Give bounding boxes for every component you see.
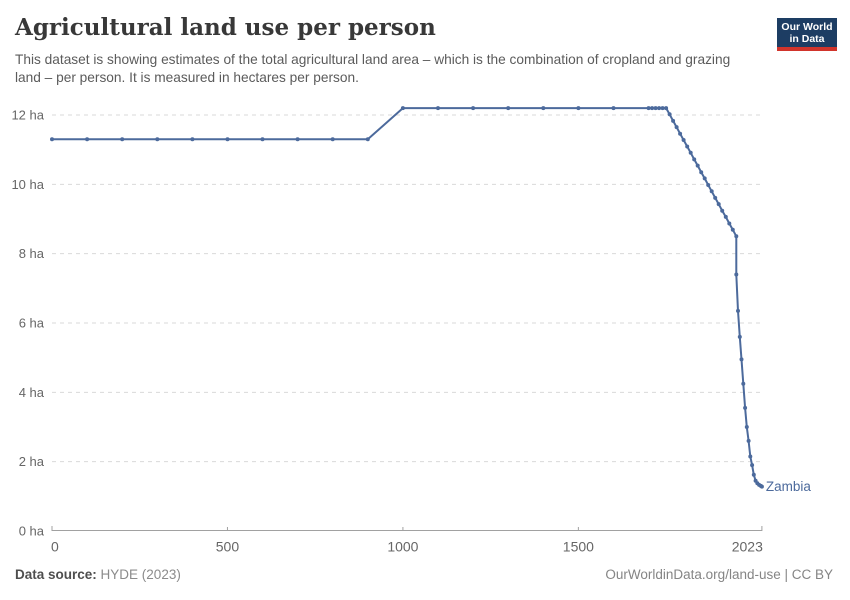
data-point[interactable] xyxy=(671,118,676,123)
data-point[interactable] xyxy=(576,106,581,111)
data-point[interactable] xyxy=(260,137,265,142)
data-point[interactable] xyxy=(678,131,683,136)
data-point[interactable] xyxy=(734,272,739,277)
data-point[interactable] xyxy=(741,381,746,386)
data-point[interactable] xyxy=(748,454,753,459)
data-point[interactable] xyxy=(727,221,732,226)
data-point[interactable] xyxy=(743,405,748,410)
data-point[interactable] xyxy=(744,425,749,429)
data-point[interactable] xyxy=(365,137,370,142)
data-source-label: Data source: xyxy=(15,567,97,582)
data-point[interactable] xyxy=(685,144,690,149)
data-point[interactable] xyxy=(736,308,740,313)
y-axis-tick-label: 0 ha xyxy=(19,524,45,539)
data-point[interactable] xyxy=(759,484,764,489)
data-point[interactable] xyxy=(713,195,718,200)
data-point[interactable] xyxy=(50,137,54,142)
data-point[interactable] xyxy=(664,106,669,111)
data-point[interactable] xyxy=(650,106,655,111)
data-point[interactable] xyxy=(400,106,405,111)
data-point[interactable] xyxy=(660,106,665,111)
data-point[interactable] xyxy=(667,112,672,117)
owid-logo-line1: Our World xyxy=(781,20,833,33)
data-point[interactable] xyxy=(653,106,658,111)
data-point[interactable] xyxy=(120,137,125,142)
data-point[interactable] xyxy=(720,208,725,213)
data-point[interactable] xyxy=(706,183,711,187)
chart-title: Agricultural land use per person xyxy=(15,14,436,41)
owid-logo-line2: in Data xyxy=(789,32,825,45)
data-point[interactable] xyxy=(190,137,195,142)
data-point[interactable] xyxy=(541,106,546,111)
data-point[interactable] xyxy=(730,227,735,232)
footer-license-link[interactable]: OurWorldinData.org/land-use | CC BY xyxy=(605,567,833,582)
data-point[interactable] xyxy=(681,138,686,142)
owid-logo[interactable]: Our World in Data xyxy=(777,18,837,51)
data-point[interactable] xyxy=(702,176,707,181)
data-point[interactable] xyxy=(751,472,756,477)
data-point[interactable] xyxy=(695,163,700,168)
data-point[interactable] xyxy=(709,189,714,194)
data-point[interactable] xyxy=(699,170,704,175)
data-source-value: HYDE (2023) xyxy=(100,567,181,582)
data-point[interactable] xyxy=(674,125,679,130)
data-point[interactable] xyxy=(225,137,230,142)
x-axis-tick-label: 500 xyxy=(216,539,240,555)
data-point[interactable] xyxy=(688,150,693,155)
data-point[interactable] xyxy=(155,137,160,142)
data-point[interactable] xyxy=(657,106,662,111)
y-axis-tick-label: 10 ha xyxy=(11,177,44,192)
data-point[interactable] xyxy=(471,106,476,111)
y-axis-tick-label: 4 ha xyxy=(19,385,45,400)
data-point[interactable] xyxy=(436,106,440,111)
data-point[interactable] xyxy=(737,334,742,339)
y-axis-tick-label: 6 ha xyxy=(19,316,45,331)
series-line-zambia[interactable] xyxy=(51,107,763,488)
y-axis-tick-label: 8 ha xyxy=(19,246,45,261)
x-axis-tick-label: 1000 xyxy=(387,539,418,555)
data-point[interactable] xyxy=(723,214,728,219)
chart-subtitle: This dataset is showing estimates of the… xyxy=(15,52,731,86)
data-point[interactable] xyxy=(506,106,511,111)
data-point[interactable] xyxy=(330,137,335,142)
data-source: Data source: HYDE (2023) xyxy=(15,567,181,582)
data-point[interactable] xyxy=(739,357,744,362)
data-point[interactable] xyxy=(750,463,755,468)
line-chart-canvas[interactable]: 0 ha 2 ha 4 ha 6 ha 8 ha 10 ha 12 ha 0 500 1000 15… xyxy=(0,0,850,560)
data-point[interactable] xyxy=(746,438,751,443)
x-axis-tick-label: 2023 xyxy=(732,539,763,555)
data-point[interactable] xyxy=(85,137,90,142)
y-axis-tick-label: 2 ha xyxy=(19,454,45,469)
data-point[interactable] xyxy=(734,234,739,239)
data-point[interactable] xyxy=(692,157,697,162)
x-axis-tick-label: 1500 xyxy=(563,539,594,555)
series-label-zambia[interactable]: Zambia xyxy=(766,479,812,494)
data-point[interactable] xyxy=(295,137,300,142)
data-point[interactable] xyxy=(611,106,616,111)
y-axis-tick-label: 12 ha xyxy=(11,108,44,123)
data-point[interactable] xyxy=(716,202,721,207)
data-point[interactable] xyxy=(646,106,651,111)
x-axis-line xyxy=(51,526,763,531)
x-axis-tick-label: 0 xyxy=(51,539,59,555)
